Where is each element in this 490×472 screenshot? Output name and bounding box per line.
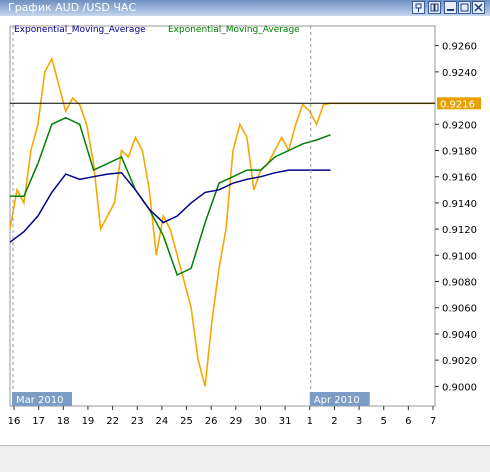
y-tick-label: 0.9060 [442, 304, 477, 315]
x-tick-label: 16 [8, 416, 21, 427]
x-tick-label: 24 [156, 416, 169, 427]
x-tick-label: 1 [307, 416, 313, 427]
ema-fast-line [10, 116, 331, 277]
y-tick-label: 0.9020 [442, 356, 477, 367]
x-tick-label: 25 [180, 416, 193, 427]
x-tick-label: 17 [32, 416, 45, 427]
period-badge [309, 392, 370, 406]
y-tick-label: 0.9100 [442, 251, 477, 262]
minimize-button[interactable] [444, 1, 457, 14]
dock-icon [430, 3, 439, 12]
y-tick-label: 0.9260 [442, 42, 477, 53]
x-tick-label: 6 [405, 416, 411, 427]
pin-button[interactable] [412, 1, 425, 14]
y-tick-label: 0.9080 [442, 278, 477, 289]
minimize-icon [447, 9, 454, 11]
x-tick-label: 19 [82, 416, 95, 427]
y-tick-label: 0.9000 [442, 382, 477, 393]
current-price-badge [437, 97, 481, 110]
legend-ema-slow: Exponential_Moving_Average [14, 25, 146, 35]
pin-icon [415, 3, 422, 12]
y-tick-label: 0.9240 [442, 68, 477, 79]
ema-slow-line [9, 169, 331, 243]
x-tick-label: 26 [205, 416, 218, 427]
close-button[interactable] [472, 1, 485, 14]
x-tick-label: 22 [106, 416, 119, 427]
price-chart[interactable]: 0.9216 0.9260 0.9240 0.9200 0.9180 0.9160 0.9… [0, 16, 490, 445]
y-tick-label: 0.9140 [442, 199, 477, 210]
plot-frame [9, 25, 436, 407]
current-price-label: 0.9216 [440, 99, 475, 110]
period-badge [12, 392, 72, 406]
period-label: Apr 2010 [314, 395, 360, 406]
x-tick-label: 3 [356, 416, 362, 427]
x-tick-label: 5 [381, 416, 387, 427]
x-tick-label: 29 [229, 416, 242, 427]
x-tick-label: 30 [254, 416, 267, 427]
close-icon [474, 3, 483, 12]
y-tick-label: 0.9040 [442, 330, 477, 341]
maximize-button[interactable] [458, 1, 471, 14]
x-tick-label: 7 [430, 416, 436, 427]
period-label: Mar 2010 [16, 395, 64, 406]
dock-button[interactable] [428, 1, 441, 14]
x-tick-label: 2 [331, 416, 337, 427]
y-tick-label: 0.9200 [442, 120, 477, 131]
legend-ema-fast: Exponential_Moving_Average [168, 25, 300, 35]
title-bar[interactable]: График AUD /USD ЧАС [0, 0, 490, 16]
x-tick-label: 31 [279, 416, 292, 427]
y-tick-label: 0.9160 [442, 173, 477, 184]
window-title: График AUD /USD ЧАС [8, 1, 137, 14]
maximize-icon [460, 3, 469, 12]
bottom-strip [0, 445, 490, 472]
x-tick-label: 23 [131, 416, 144, 427]
y-tick-label: 0.9120 [442, 225, 477, 236]
x-tick-label: 18 [57, 416, 70, 427]
y-tick-label: 0.9180 [442, 146, 477, 157]
